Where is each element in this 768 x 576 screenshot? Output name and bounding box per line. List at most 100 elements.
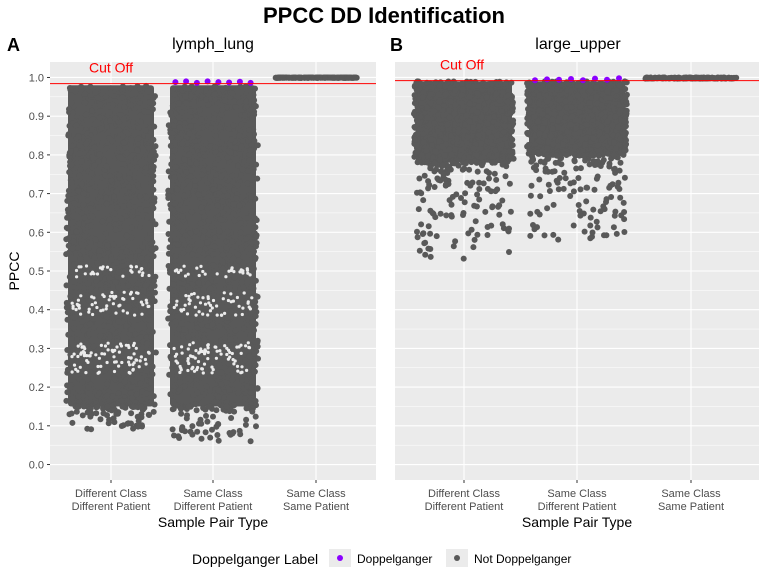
data-point bbox=[447, 166, 454, 173]
data-point bbox=[114, 313, 121, 320]
x-tick-label-line1: Different Class bbox=[75, 488, 147, 500]
data-point bbox=[202, 262, 209, 269]
data-point bbox=[230, 210, 237, 217]
data-point bbox=[572, 152, 579, 159]
data-point bbox=[570, 222, 577, 229]
point-gap bbox=[215, 304, 219, 308]
data-point bbox=[197, 220, 204, 227]
data-point bbox=[235, 162, 241, 169]
data-point bbox=[96, 390, 102, 397]
data-point bbox=[127, 85, 134, 92]
data-point bbox=[106, 172, 113, 179]
data-point bbox=[199, 171, 206, 178]
point-gap bbox=[183, 303, 187, 307]
point-gap bbox=[206, 295, 210, 299]
data-point bbox=[498, 141, 505, 148]
point-gap bbox=[115, 345, 119, 349]
data-point bbox=[193, 377, 200, 384]
data-point bbox=[224, 314, 231, 321]
data-point bbox=[476, 179, 483, 186]
point-gap bbox=[192, 292, 196, 296]
data-point bbox=[549, 168, 556, 175]
data-point bbox=[581, 92, 588, 99]
point-gap bbox=[87, 310, 91, 314]
data-point bbox=[506, 180, 513, 187]
point-gap bbox=[221, 297, 225, 301]
data-point bbox=[419, 94, 426, 101]
data-point bbox=[458, 100, 465, 106]
data-point bbox=[414, 228, 420, 235]
data-point bbox=[136, 85, 143, 92]
point-gap bbox=[76, 354, 80, 359]
data-point bbox=[115, 269, 122, 276]
data-point bbox=[91, 162, 98, 169]
data-point bbox=[76, 277, 83, 284]
data-point bbox=[116, 172, 123, 179]
data-point bbox=[112, 128, 118, 135]
data-point bbox=[113, 259, 120, 266]
data-point bbox=[218, 369, 225, 376]
data-point bbox=[217, 179, 224, 185]
data-point bbox=[541, 119, 548, 126]
data-point bbox=[71, 200, 78, 207]
data-point bbox=[178, 109, 185, 116]
point-gap bbox=[70, 301, 74, 305]
point-gap bbox=[200, 349, 204, 354]
data-point bbox=[84, 340, 91, 347]
point-gap bbox=[99, 364, 103, 368]
data-point bbox=[137, 112, 144, 119]
data-point bbox=[593, 161, 600, 168]
data-point bbox=[148, 246, 155, 253]
data-point bbox=[143, 390, 150, 397]
data-point bbox=[205, 403, 212, 410]
data-point bbox=[142, 127, 149, 134]
data-point bbox=[599, 135, 606, 142]
data-point bbox=[112, 226, 119, 233]
data-point bbox=[97, 274, 104, 281]
data-point bbox=[232, 144, 239, 151]
data-point bbox=[126, 175, 133, 182]
data-point bbox=[95, 158, 102, 165]
data-point bbox=[168, 321, 175, 328]
point-gap bbox=[208, 303, 213, 307]
point-gap bbox=[70, 370, 74, 374]
data-point bbox=[127, 254, 134, 261]
data-point bbox=[138, 345, 145, 352]
data-point bbox=[113, 188, 120, 195]
point-gap bbox=[114, 360, 118, 364]
legend: Doppelganger Label Doppelganger Not Dopp… bbox=[192, 549, 571, 567]
data-point bbox=[455, 128, 462, 135]
data-point bbox=[502, 173, 509, 180]
data-point bbox=[97, 193, 104, 200]
data-point bbox=[251, 350, 258, 357]
data-point bbox=[489, 159, 496, 166]
data-point bbox=[537, 193, 544, 200]
data-point bbox=[443, 212, 450, 219]
data-point bbox=[176, 435, 183, 441]
data-point bbox=[563, 104, 570, 111]
data-point bbox=[208, 223, 215, 230]
x-tick-label-line2: Same Patient bbox=[283, 501, 349, 513]
data-point bbox=[510, 117, 517, 124]
data-point bbox=[84, 376, 91, 383]
data-point bbox=[570, 179, 577, 186]
data-point bbox=[181, 383, 188, 390]
data-point bbox=[167, 269, 173, 276]
data-point bbox=[200, 405, 207, 411]
data-point bbox=[251, 248, 257, 255]
point-gap bbox=[201, 269, 205, 274]
data-point bbox=[74, 160, 81, 166]
data-point bbox=[454, 135, 460, 142]
data-point bbox=[536, 107, 543, 114]
data-point bbox=[121, 378, 128, 385]
data-point bbox=[114, 204, 121, 211]
data-point bbox=[129, 152, 136, 159]
data-point bbox=[221, 97, 228, 104]
data-point bbox=[239, 166, 246, 173]
data-point bbox=[119, 161, 125, 167]
data-point bbox=[210, 169, 216, 176]
data-point bbox=[128, 137, 135, 144]
data-point bbox=[475, 83, 482, 89]
data-point bbox=[103, 313, 110, 320]
